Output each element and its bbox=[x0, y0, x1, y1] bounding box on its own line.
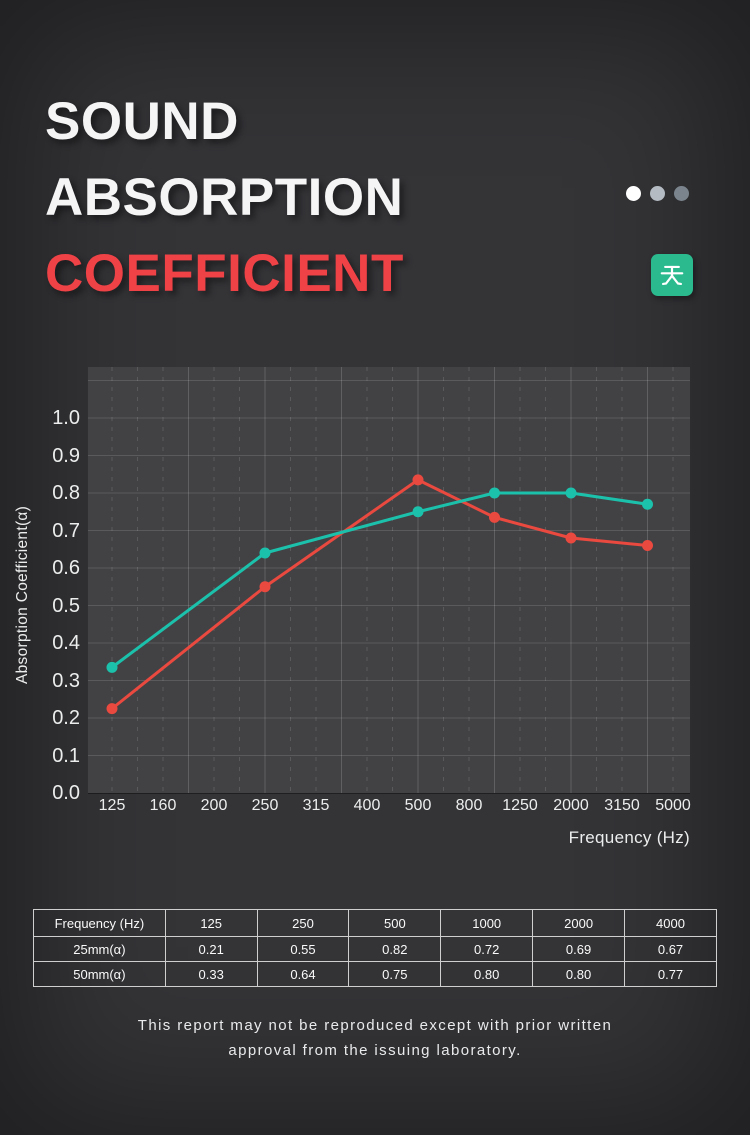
data-table: Frequency (Hz) 125 250 500 1000 2000 4000 25mm(… bbox=[33, 909, 717, 987]
brand-logo bbox=[651, 254, 693, 296]
y-tick-label: 0.1 bbox=[52, 744, 80, 767]
data-point bbox=[412, 506, 424, 518]
data-point bbox=[489, 487, 500, 499]
footer-note: This report may not be reproduced except… bbox=[0, 1013, 750, 1063]
value-cell: 0.77 bbox=[624, 961, 717, 987]
value-cell: 0.21 bbox=[164, 936, 258, 962]
value-cell: 0.64 bbox=[256, 961, 350, 987]
x-tick-label: 315 bbox=[302, 797, 330, 814]
data-point bbox=[489, 511, 500, 523]
carousel-dot-3[interactable] bbox=[674, 186, 689, 201]
page-title: SOUND ABSORPTION COEFFICIENT bbox=[45, 84, 404, 312]
table-row: 25mm(α) 0.21 0.55 0.82 0.72 0.69 0.67 bbox=[33, 936, 717, 962]
y-tick-label: 0.8 bbox=[52, 482, 80, 504]
data-point bbox=[412, 474, 424, 486]
x-axis-title: Frequency (Hz) bbox=[568, 828, 690, 847]
data-point bbox=[642, 498, 653, 510]
x-tick-label: 800 bbox=[455, 797, 483, 814]
value-cell: 0.75 bbox=[348, 961, 442, 987]
value-cell: 0.69 bbox=[532, 936, 626, 962]
row-label-cell: 25mm(α) bbox=[33, 936, 166, 962]
data-point bbox=[259, 547, 271, 559]
value-cell: 0.72 bbox=[440, 936, 534, 962]
plot-area bbox=[88, 367, 690, 793]
value-cell: 2000 bbox=[532, 909, 626, 937]
y-tick-label: 0.3 bbox=[52, 669, 80, 692]
row-label-cell: 50mm(α) bbox=[33, 961, 166, 987]
title-line-2: ABSORPTION bbox=[45, 168, 404, 227]
table-row: 50mm(α) 0.33 0.64 0.75 0.80 0.80 0.77 bbox=[33, 961, 717, 987]
data-point bbox=[259, 581, 271, 593]
value-cell: 4000 bbox=[624, 909, 717, 937]
y-tick-label: 0.7 bbox=[52, 519, 80, 542]
x-tick-label: 200 bbox=[200, 797, 228, 814]
data-point bbox=[106, 661, 118, 673]
title-line-3: COEFFICIENT bbox=[45, 244, 404, 303]
x-tick-label: 2000 bbox=[553, 797, 589, 814]
footer-line-2: approval from the issuing laboratory. bbox=[228, 1042, 522, 1059]
data-point bbox=[642, 540, 653, 551]
table-header-row: Frequency (Hz) 125 250 500 1000 2000 4000 bbox=[33, 909, 717, 937]
value-cell: 1000 bbox=[440, 909, 534, 937]
series-line-50mm bbox=[110, 491, 649, 669]
value-cell: 0.80 bbox=[440, 961, 534, 987]
x-tick-label: 1250 bbox=[502, 797, 538, 814]
x-tick-label: 250 bbox=[251, 797, 279, 814]
x-tick-label: 5000 bbox=[655, 797, 691, 814]
carousel-dot-1[interactable] bbox=[626, 186, 641, 201]
footer-line-1: This report may not be reproduced except… bbox=[137, 1017, 613, 1034]
y-tick-label: 0.4 bbox=[52, 632, 80, 654]
carousel-dot-2[interactable] bbox=[650, 186, 665, 201]
y-tick-label: 0.0 bbox=[52, 782, 80, 804]
x-tick-label: 3150 bbox=[604, 797, 640, 814]
row-label-cell: Frequency (Hz) bbox=[33, 909, 166, 937]
x-tick-label: 125 bbox=[98, 797, 126, 814]
data-point bbox=[565, 532, 577, 544]
y-tick-label: 1.0 bbox=[52, 407, 80, 429]
y-tick-label: 0.5 bbox=[52, 594, 80, 617]
value-cell: 250 bbox=[256, 909, 350, 937]
y-tick-label: 0.6 bbox=[52, 557, 80, 579]
title-line-1: SOUND bbox=[45, 92, 239, 151]
value-cell: 125 bbox=[164, 909, 258, 937]
value-cell: 500 bbox=[348, 909, 442, 937]
value-cell: 0.67 bbox=[624, 936, 717, 962]
value-cell: 0.80 bbox=[532, 961, 626, 987]
x-tick-label: 160 bbox=[149, 797, 177, 814]
data-point bbox=[106, 703, 118, 715]
series-line-25mm bbox=[110, 478, 649, 711]
value-cell: 0.82 bbox=[348, 936, 442, 962]
y-tick-label: 0.9 bbox=[52, 444, 80, 467]
absorption-line-chart bbox=[88, 367, 690, 793]
carousel-dots bbox=[626, 186, 689, 201]
value-cell: 0.33 bbox=[164, 961, 258, 987]
value-cell: 0.55 bbox=[256, 936, 350, 962]
y-tick-label: 0.2 bbox=[52, 707, 80, 729]
tian-character-icon bbox=[660, 265, 684, 286]
x-tick-label: 400 bbox=[353, 797, 381, 814]
x-tick-label: 500 bbox=[404, 797, 432, 814]
data-point bbox=[565, 487, 577, 499]
